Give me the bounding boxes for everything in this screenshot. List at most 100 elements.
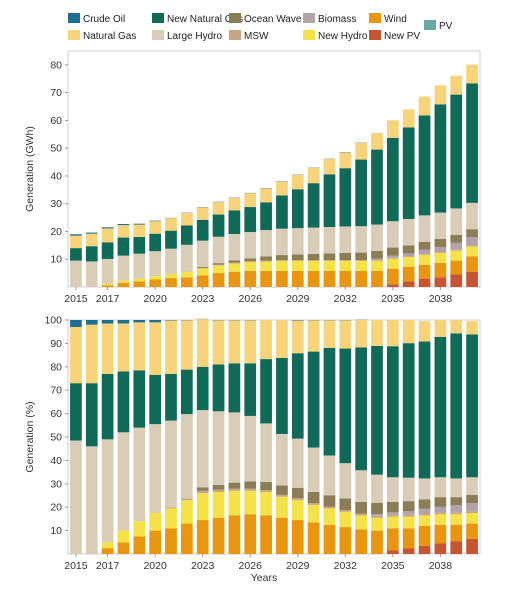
legend-label: MSW [244, 31, 269, 42]
bar-gwh-wind-2035 [386, 268, 399, 285]
bar-gwh-wind-2040 [466, 256, 478, 272]
bar-gwh-new-hydro-2035 [386, 258, 399, 269]
bar-gwh-new-hydro-2023 [196, 268, 209, 276]
bar-pct-biomass-2039 [450, 505, 463, 513]
legend-item-natural-gas: Natural Gas [68, 30, 136, 43]
bar-gwh-new-pv-2037 [418, 278, 431, 287]
bar-gwh-large-hydro-2021 [165, 248, 177, 274]
bar-pct-new-hydro-2036 [402, 516, 415, 529]
bar-gwh-natural-gas-2026 [244, 193, 257, 208]
bar-pct-wind-2035 [386, 528, 399, 551]
bar-pct-large-hydro-2017 [101, 439, 114, 543]
bar-pct-msw-2037 [418, 513, 431, 516]
bar-gwh-new-natural-gas-2035 [386, 137, 399, 222]
bar-pct-wind-2033 [355, 529, 368, 554]
bar-pct-msw-2036 [402, 514, 415, 517]
bar-pct-biomass-2036 [402, 511, 415, 515]
bar-gwh-ocean-wave-2032 [339, 252, 352, 261]
bar-gwh-msw-2022 [180, 271, 193, 272]
bar-pct-large-hydro-2023 [196, 410, 209, 488]
bar-gwh-natural-gas-2018 [117, 225, 130, 238]
bar-pct-new-hydro-2021 [165, 508, 177, 529]
bar-pct-large-hydro-2027 [260, 423, 272, 482]
bar-gwh-large-hydro-2020 [149, 251, 162, 277]
bar-gwh-large-hydro-2036 [402, 218, 415, 246]
bar-pct-large-hydro-2018 [117, 432, 130, 531]
legend-swatch [229, 13, 241, 23]
bar-gwh-new-natural-gas-2018 [117, 237, 130, 256]
bar-pct-msw-2039 [450, 512, 463, 515]
bar-gwh-wind-2036 [402, 267, 415, 282]
bar-gwh-new-hydro-2033 [355, 260, 368, 271]
bar-pct-wind-2020 [149, 530, 162, 554]
legend-label: PV [439, 21, 453, 32]
bar-pct-wind-2029 [291, 520, 304, 554]
bar-gwh-large-hydro-2035 [386, 221, 399, 248]
bar-gwh-crude-oil-2017 [101, 227, 114, 229]
bar-gwh-msw-2028 [276, 260, 288, 261]
bar-pct-wind-2037 [418, 525, 431, 546]
bar-pct-large-hydro-2037 [418, 478, 431, 500]
bar-pct-wind-2019 [133, 536, 146, 554]
bar-pct-new-pv-2040 [466, 538, 478, 554]
bar-pct-crude-oil-2017 [101, 320, 114, 324]
bar-gwh-new-natural-gas-2027 [260, 202, 272, 231]
bar-pct-msw-2028 [276, 494, 288, 497]
bar-gwh-ocean-wave-2035 [386, 247, 399, 256]
bar-pct-msw-2033 [355, 513, 368, 516]
bar-pct-natural-gas-2035 [386, 320, 399, 347]
bar-gwh-msw-2036 [402, 256, 415, 258]
plot-frame-gwh [67, 50, 481, 288]
bar-gwh-msw-2026 [244, 261, 257, 263]
bar-gwh-natural-gas-2023 [196, 207, 209, 220]
bar-pct-large-hydro-2036 [402, 477, 415, 502]
bar-gwh-crude-oil-2018 [117, 223, 130, 226]
x-tick-label-gwh: 2038 [429, 293, 453, 305]
legend-label: New Hydro [318, 31, 368, 42]
bar-pct-wind-2017 [101, 548, 114, 554]
bar-pct-wind-2040 [466, 523, 478, 539]
bar-pct-new-natural-gas-2018 [117, 371, 130, 433]
bar-gwh-new-hydro-2026 [244, 262, 257, 271]
bar-gwh-msw-2032 [339, 260, 352, 261]
bar-gwh-new-hydro-2021 [165, 273, 177, 279]
legend-item-large-hydro: Large Hydro [152, 30, 222, 43]
bar-pct-natural-gas-2040 [466, 321, 478, 335]
bar-pct-new-hydro-2023 [196, 493, 209, 521]
bar-gwh-new-hydro-2034 [371, 260, 383, 271]
bar-pct-new-hydro-2025 [228, 490, 241, 516]
bar-gwh-natural-gas-2033 [355, 142, 368, 160]
bar-pct-new-natural-gas-2025 [228, 363, 241, 413]
legend-item-crude-oil: Crude Oil [68, 13, 125, 26]
bar-pct-ocean-wave-2025 [228, 482, 241, 489]
bar-pct-new-hydro-2035 [386, 516, 399, 529]
bar-gwh-wind-2027 [260, 270, 272, 287]
bar-pct-ocean-wave-2033 [355, 501, 368, 514]
x-axis-label-pct: Years [251, 572, 277, 584]
bar-gwh-ocean-wave-2036 [402, 245, 415, 254]
bar-gwh-new-hydro-2020 [149, 276, 162, 280]
bar-gwh-ocean-wave-2033 [355, 252, 368, 261]
bar-pct-new-natural-gas-2032 [339, 348, 352, 464]
bar-pct-ocean-wave-2024 [212, 484, 225, 490]
bar-pct-large-hydro-2025 [228, 412, 241, 483]
bar-pct-natural-gas-2036 [402, 320, 415, 344]
bar-pct-crude-oil-2018 [117, 320, 130, 324]
bar-pct-large-hydro-2015 [70, 440, 82, 554]
bar-gwh-natural-gas-2022 [180, 212, 193, 226]
bar-pct-new-hydro-2029 [291, 500, 304, 521]
bar-gwh-large-hydro-2037 [418, 215, 431, 242]
bar-pct-new-natural-gas-2034 [371, 345, 383, 475]
x-tick-label-pct: 2029 [286, 560, 310, 572]
bar-pct-new-hydro-2031 [323, 508, 336, 525]
plot-frame-pct [67, 319, 481, 555]
bar-pct-new-hydro-2026 [244, 490, 257, 515]
bar-gwh-natural-gas-2040 [466, 64, 478, 84]
bar-pct-natural-gas-2024 [212, 320, 225, 365]
bar-gwh-ocean-wave-2023 [196, 267, 209, 268]
bar-gwh-natural-gas-2025 [228, 197, 241, 211]
bar-pct-large-hydro-2019 [133, 427, 146, 522]
y-tick-label-pct: 50 [50, 432, 62, 444]
bar-pct-new-hydro-2033 [355, 515, 368, 530]
y-tick-label-gwh: 50 [50, 143, 62, 155]
